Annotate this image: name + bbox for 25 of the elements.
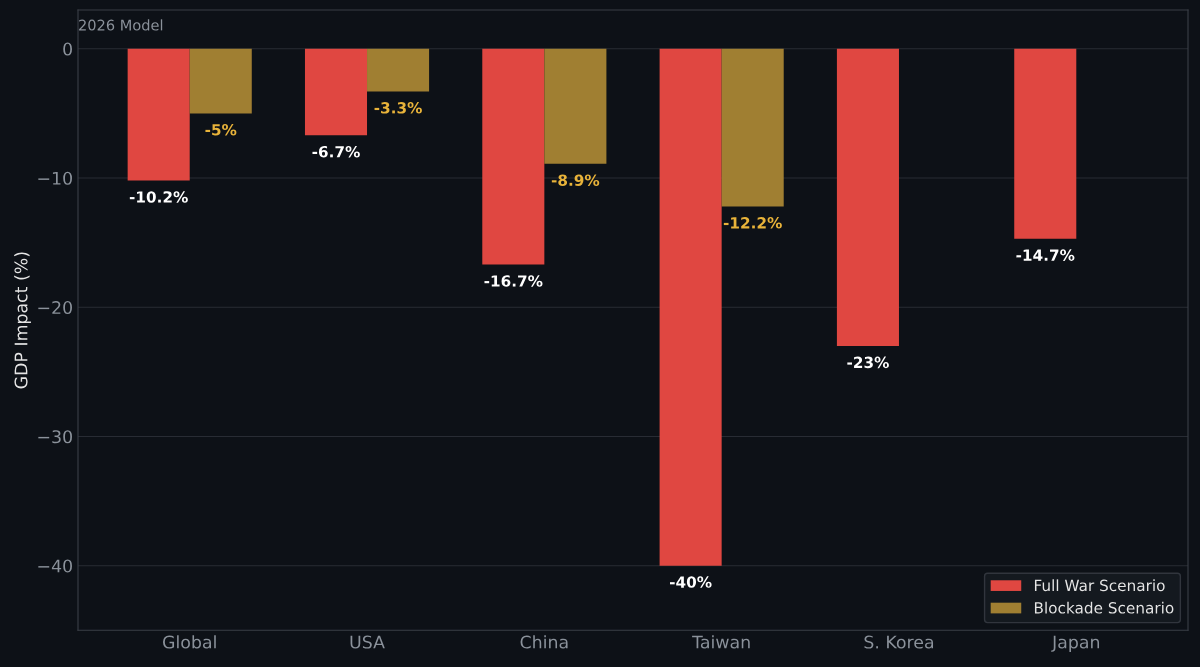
legend-label: Full War Scenario [1034, 579, 1165, 592]
legend-label: Blockade Scenario [1034, 601, 1174, 614]
x-tick-label: Taiwan [692, 635, 750, 649]
data-label: -16.7% [484, 275, 543, 287]
x-tick-label: USA [350, 635, 385, 649]
data-label: -14.7% [1016, 249, 1075, 261]
x-tick-label: S. Korea [864, 635, 934, 649]
x-tick-label: Japan [1051, 635, 1100, 652]
data-label: -3.3% [374, 102, 422, 114]
y-axis-title: GDP Impact (%) [14, 252, 31, 389]
data-label: -10.2% [129, 191, 188, 203]
data-label: -6.7% [312, 145, 360, 158]
x-tick-label: Global [162, 635, 216, 649]
y-tick-label: −20 [38, 300, 72, 315]
y-tick-label: 0 [63, 42, 72, 56]
y-tick-label: −10 [38, 171, 72, 185]
annotation: 2026 Model [79, 19, 163, 31]
data-label: -23% [847, 356, 889, 369]
y-tick-label: −40 [38, 559, 72, 573]
y-tick-label: −30 [38, 430, 72, 444]
data-label: -12.2% [723, 217, 782, 229]
data-label: -5% [205, 124, 237, 136]
data-label: -40% [670, 576, 712, 588]
data-label: -8.9% [551, 174, 600, 186]
x-tick-label: China [520, 635, 568, 649]
